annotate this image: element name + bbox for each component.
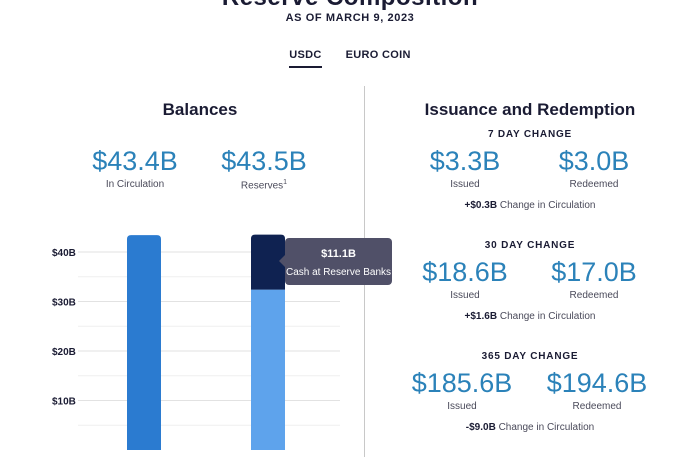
reserves-label: Reserves: [240, 180, 284, 192]
tab-euro-coin[interactable]: EURO COIN: [345, 49, 411, 61]
reserves-footnote[interactable]: 1: [283, 179, 288, 186]
seven-day-net-change: +$0.3B Change in Circulation: [410, 200, 650, 211]
seven-day-title: 7 DAY CHANGE: [487, 129, 573, 140]
tooltip: $11.1B Cash at Reserve Banks: [279, 238, 392, 285]
y-tick-label: $10B: [52, 397, 76, 408]
page-title: Reserve Composition: [0, 0, 700, 12]
reserves-value: $43.5B: [221, 146, 307, 176]
year-issued-value: $185.6B: [411, 368, 513, 398]
thirty-day-net-change: +$1.6B Change in Circulation: [410, 311, 650, 322]
balances-chart: $10B $20B $30B $40B: [52, 234, 340, 450]
as-of-date: AS OF MARCH 9, 2023: [285, 12, 415, 24]
thirty-day-issued-label: Issued: [450, 290, 480, 301]
seven-day-net-value: +$0.3B: [464, 200, 498, 211]
seven-day-redeemed-label: Redeemed: [569, 179, 619, 190]
year-title: 365 DAY CHANGE: [481, 351, 579, 362]
year-redeemed-value: $194.6B: [546, 368, 648, 398]
bar-segment: [251, 289, 285, 450]
in-circulation-label: In Circulation: [105, 179, 165, 190]
y-tick-label: $20B: [52, 347, 76, 358]
seven-day-net-label: Change in Circulation: [499, 200, 596, 211]
thirty-day-redeemed-value: $17.0B: [551, 257, 637, 287]
year-net-change: -$9.0B Change in Circulation: [410, 422, 650, 433]
year-issued-label: Issued: [447, 401, 477, 412]
y-tick-label: $40B: [52, 248, 76, 259]
year-net-value: -$9.0B: [465, 422, 496, 433]
tooltip-label: Cash at Reserve Banks: [285, 267, 392, 278]
bar-segment: [251, 234, 285, 290]
thirty-day-net-value: +$1.6B: [464, 311, 498, 322]
seven-day-redeemed-value: $3.0B: [558, 146, 630, 176]
tab-usdc[interactable]: USDC: [289, 49, 322, 68]
currency-tabs: USDC EURO COIN: [0, 49, 700, 68]
thirty-day-title: 30 DAY CHANGE: [484, 240, 576, 251]
year-net-label: Change in Circulation: [498, 422, 595, 433]
seven-day-issued-label: Issued: [450, 179, 480, 190]
year-redeemed-label: Redeemed: [572, 401, 622, 412]
in-circulation-value: $43.4B: [92, 146, 178, 176]
balances-title: Balances: [162, 100, 238, 119]
issuance-title: Issuance and Redemption: [424, 100, 636, 119]
tooltip-value: $11.1B: [321, 248, 356, 260]
y-tick-label: $30B: [52, 298, 76, 309]
thirty-day-redeemed-label: Redeemed: [569, 290, 619, 301]
bar-segment: [127, 235, 161, 450]
seven-day-issued-value: $3.3B: [429, 146, 501, 176]
thirty-day-net-label: Change in Circulation: [499, 311, 596, 322]
reserves-label-wrap: Reserves1: [204, 179, 324, 191]
thirty-day-issued-value: $18.6B: [422, 257, 508, 287]
